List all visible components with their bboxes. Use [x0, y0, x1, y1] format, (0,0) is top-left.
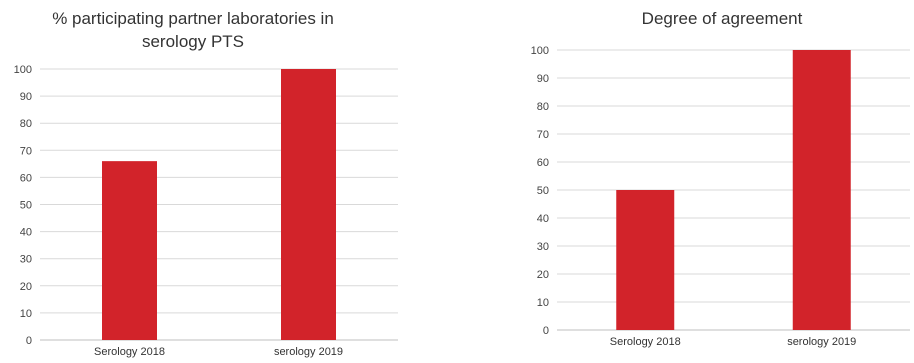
y-tick-label: 30 — [537, 241, 549, 253]
bar — [281, 69, 336, 340]
chart-title-line-1: % participating partner laboratories in — [52, 9, 334, 28]
bar — [616, 190, 675, 330]
chart-title: Degree of agreement — [642, 9, 803, 28]
y-tick-label: 90 — [20, 91, 32, 103]
x-category-label: serology 2019 — [274, 346, 343, 358]
x-category-label: Serology 2018 — [610, 336, 681, 348]
y-tick-label: 20 — [537, 269, 549, 281]
y-tick-label: 100 — [531, 45, 549, 57]
y-tick-label: 0 — [543, 325, 549, 337]
y-tick-label: 40 — [537, 213, 549, 225]
y-tick-label: 80 — [537, 101, 549, 113]
bar — [102, 161, 157, 340]
x-category-label: serology 2019 — [787, 336, 856, 348]
x-category-label: Serology 2018 — [94, 346, 165, 358]
y-tick-label: 20 — [20, 281, 32, 293]
y-tick-label: 50 — [20, 200, 32, 212]
y-tick-label: 60 — [20, 172, 32, 184]
y-tick-label: 10 — [20, 308, 32, 320]
bar — [792, 50, 851, 330]
y-tick-label: 30 — [20, 254, 32, 266]
y-tick-label: 70 — [537, 129, 549, 141]
y-tick-label: 90 — [537, 73, 549, 85]
y-tick-label: 80 — [20, 118, 32, 130]
y-tick-label: 0 — [26, 335, 32, 347]
chart-title-line-2: serology PTS — [142, 32, 244, 51]
y-tick-label: 100 — [14, 64, 32, 76]
y-tick-label: 60 — [537, 157, 549, 169]
y-tick-label: 10 — [537, 297, 549, 309]
y-tick-label: 70 — [20, 145, 32, 157]
y-tick-label: 40 — [20, 227, 32, 239]
chart-title: % participating partner laboratories in … — [52, 9, 334, 51]
y-tick-label: 50 — [537, 185, 549, 197]
